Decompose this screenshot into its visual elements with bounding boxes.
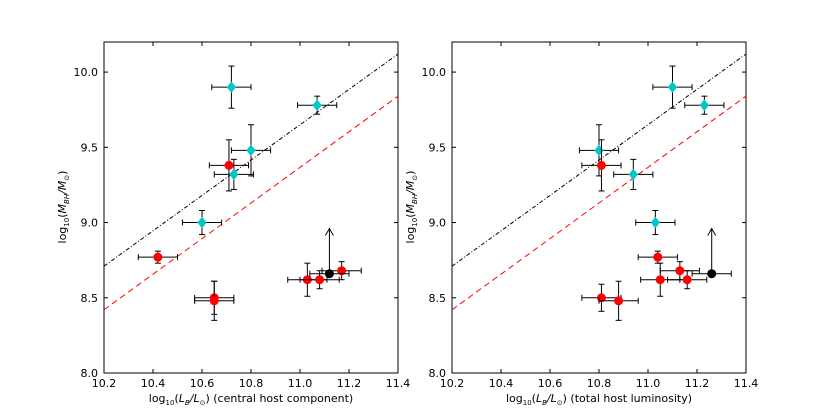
y-axis-label: log10(MBH/M⊙) (404, 171, 419, 244)
y-tick-label: 10.0 (422, 66, 447, 79)
red-data-point (675, 266, 685, 276)
cyan-data-point (650, 216, 660, 229)
plot-marks (103, 53, 399, 321)
x-tick-label: 10.6 (538, 377, 563, 390)
y-tick-label: 8.5 (429, 292, 447, 305)
plot-frame (103, 41, 399, 374)
x-tick-label: 10.2 (92, 377, 117, 390)
x-tick-label: 10.6 (190, 377, 215, 390)
y-axis-label: log10(MBH/M⊙) (56, 171, 71, 244)
x-axis-label: log10(LB/L⊙) (total host luminosity) (506, 392, 692, 407)
black-data-point (707, 269, 717, 279)
plot-frame (451, 41, 747, 374)
x-tick-label: 10.2 (440, 377, 465, 390)
black-data-point (324, 269, 334, 279)
cyan-data-point (246, 144, 256, 157)
red-dashed-fit-line (451, 95, 747, 311)
cyan-data-point (229, 168, 239, 181)
panel-central-host: 10.2 10.4 10.6 10.8 11.0 11.2 11.4 8.0 8.5 9.0 9.5… (56, 41, 411, 407)
y-tick-label: 10.0 (74, 66, 99, 79)
red-data-point (209, 296, 219, 306)
x-tick-label: 11.2 (337, 377, 362, 390)
lower-limit-arrow-head (707, 227, 717, 236)
axis-ticks: 10.2 10.4 10.6 10.8 11.0 11.2 11.4 8.0 8.5 9.0 9.5… (74, 42, 411, 390)
red-data-point (596, 160, 606, 170)
y-tick-label: 9.5 (429, 141, 447, 154)
y-tick-label: 8.0 (81, 367, 99, 380)
cyan-data-point (667, 81, 678, 93)
plot-marks (451, 53, 747, 321)
x-tick-label: 10.4 (141, 377, 166, 390)
y-tick-label: 8.0 (429, 367, 447, 380)
axis-ticks: 10.2 10.4 10.6 10.8 11.0 11.2 11.4 8.0 8.5 9.0 9.5… (422, 42, 759, 390)
x-tick-label: 10.8 (587, 377, 612, 390)
x-tick-label: 11.2 (685, 377, 710, 390)
cyan-data-point (312, 99, 322, 111)
y-tick-label: 9.0 (429, 217, 447, 230)
red-data-point (315, 275, 325, 285)
x-tick-label: 11.4 (734, 377, 759, 390)
panel-total-host: 10.2 10.4 10.6 10.8 11.0 11.2 11.4 8.0 8.5 9.0 9.5… (404, 41, 759, 407)
x-tick-label: 11.4 (386, 377, 411, 390)
y-tick-label: 9.5 (81, 141, 99, 154)
red-data-point (614, 296, 624, 306)
x-axis-label: log10(LB/L⊙) (central host component) (149, 392, 353, 407)
red-data-point (655, 275, 665, 285)
x-tick-label: 10.8 (239, 377, 264, 390)
cyan-data-point (197, 216, 207, 229)
x-tick-label: 11.0 (288, 377, 313, 390)
lower-limit-arrow-head (324, 227, 334, 236)
cyan-data-point (699, 99, 709, 111)
cyan-data-point (628, 168, 638, 181)
red-data-point (337, 266, 347, 276)
y-tick-label: 9.0 (81, 217, 99, 230)
x-tick-label: 11.0 (636, 377, 661, 390)
red-dashed-fit-line (103, 95, 399, 311)
red-data-point (682, 275, 692, 285)
cyan-data-point (226, 81, 237, 93)
red-data-point (653, 252, 663, 262)
x-tick-label: 10.4 (489, 377, 514, 390)
y-tick-label: 8.5 (81, 292, 99, 305)
red-data-point (224, 160, 234, 170)
red-data-point (153, 252, 163, 262)
